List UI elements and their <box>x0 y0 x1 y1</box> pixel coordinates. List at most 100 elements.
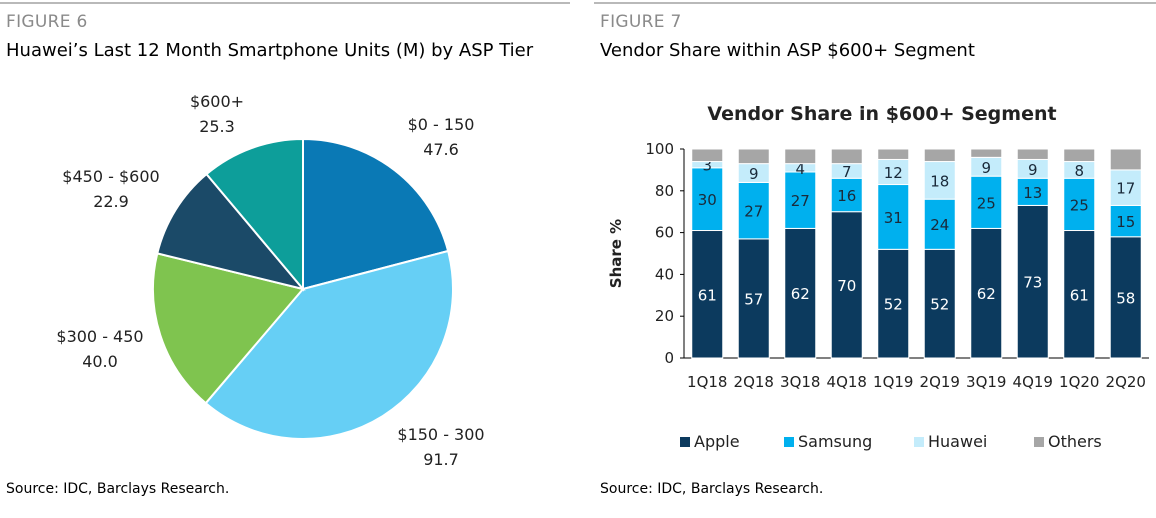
bar-data-label: 61 <box>698 286 717 304</box>
y-tick-label: 60 <box>655 224 674 242</box>
legend-swatch <box>784 437 794 447</box>
pie-slice <box>156 172 306 291</box>
x-tick-label: 2Q18 <box>734 373 774 391</box>
x-tick-label: 2Q19 <box>920 373 960 391</box>
bar-segment-apple <box>691 230 724 359</box>
x-tick-label: 4Q18 <box>827 373 867 391</box>
bar-segment-others <box>1109 148 1142 171</box>
x-tick-label: 1Q18 <box>687 373 727 391</box>
x-tick-label: 3Q19 <box>966 373 1006 391</box>
bar-data-label: 9 <box>981 159 991 177</box>
bar-data-label: 7 <box>842 163 852 181</box>
figure-7-panel: FIGURE 7 Vendor Share within ASP $600+ S… <box>594 0 1156 518</box>
figure-title: Vendor Share within ASP $600+ Segment <box>600 40 975 61</box>
legend-label: Others <box>1048 432 1102 451</box>
bar-segment-others <box>1016 148 1049 160</box>
bar-segment-others <box>877 148 910 160</box>
stacked-bar-chart: Vendor Share in $600+ Segment Share % 0 20 4… <box>607 103 1149 451</box>
bar-data-label: 27 <box>744 203 763 221</box>
bar-segment-apple <box>1016 204 1049 359</box>
bar-data-label: 16 <box>837 187 856 205</box>
bar-segment-others <box>1063 148 1096 163</box>
y-tick-label: 40 <box>655 265 674 283</box>
pie-slice-value: 91.7 <box>423 450 459 469</box>
bar-data-label: 27 <box>791 192 810 210</box>
bar-segment-apple <box>784 227 817 359</box>
bar-data-label: 15 <box>1116 213 1135 231</box>
bar-segment-others <box>691 148 724 163</box>
bar-data-label: 25 <box>1070 196 1089 214</box>
bar-data-label: 62 <box>791 285 810 303</box>
pie-slice-value: 40.0 <box>82 352 118 371</box>
bar-data-label: 12 <box>884 164 903 182</box>
figure-label: FIGURE 6 <box>6 12 88 32</box>
pie-slice-label: $450 - $600 <box>62 167 159 186</box>
bar-segment-samsung <box>1016 177 1049 206</box>
x-tick-label: 2Q20 <box>1106 373 1146 391</box>
figure-label: FIGURE 7 <box>600 12 682 32</box>
bar-segment-apple <box>1063 230 1096 359</box>
x-tick-label: 4Q19 <box>1013 373 1053 391</box>
bar-segment-apple <box>877 248 910 359</box>
bar-segment-others <box>970 148 1003 158</box>
pie-slice-label: $600+ <box>190 92 244 111</box>
pie-slice-label: $0 - 150 <box>408 115 475 134</box>
bar-segment-others <box>784 148 817 165</box>
bar-data-label: 25 <box>977 194 996 212</box>
legend-label: Samsung <box>798 432 872 451</box>
x-tick-label: 1Q19 <box>873 373 913 391</box>
pie-slice <box>152 252 305 405</box>
pie-slice-label: $300 - 450 <box>56 327 143 346</box>
x-tick-label: 3Q18 <box>780 373 820 391</box>
bar-segment-samsung <box>923 198 956 250</box>
top-rule <box>0 2 570 4</box>
bar-data-label: 52 <box>884 296 903 314</box>
chart-title: Vendor Share in $600+ Segment <box>707 103 1056 125</box>
bar-segment-others <box>830 148 863 165</box>
bar-data-label: 3 <box>702 157 712 175</box>
pie-slice <box>204 249 454 440</box>
legend-swatch <box>914 437 924 447</box>
bar-data-label: 13 <box>1023 184 1042 202</box>
bar-data-label: 9 <box>1028 161 1038 179</box>
bar-data-label: 17 <box>1116 180 1135 198</box>
bar-segment-apple <box>1109 236 1142 359</box>
bar-data-label: 70 <box>837 277 856 295</box>
pie-slice-label: $150 - 300 <box>397 425 484 444</box>
bar-data-label: 18 <box>930 172 949 190</box>
pie-slice <box>205 137 304 292</box>
top-rule <box>594 2 1156 4</box>
bar-data-label: 24 <box>930 216 949 234</box>
bar-segment-apple <box>830 211 863 359</box>
y-tick-label: 20 <box>655 307 674 325</box>
bar-segment-samsung <box>877 184 910 250</box>
figure-title: Huawei’s Last 12 Month Smartphone Units … <box>6 40 534 61</box>
pie-chart: $0 - 150 47.6 $150 - 300 91.7 $300 - 450 40.0… <box>56 92 484 469</box>
bar-data-label: 8 <box>1074 162 1084 180</box>
source-note: Source: IDC, Barclays Research. <box>600 481 824 497</box>
bar-data-label: 62 <box>977 285 996 303</box>
x-tick-label: 1Q20 <box>1059 373 1099 391</box>
bar-segment-others <box>737 148 770 165</box>
y-axis-title: Share % <box>607 219 625 288</box>
bar-segment-apple <box>923 248 956 359</box>
bar-data-label: 31 <box>884 209 903 227</box>
bar-segment-apple <box>737 238 770 359</box>
legend-label: Huawei <box>928 432 987 451</box>
y-tick-label: 0 <box>664 349 674 367</box>
pie-slice-value: 22.9 <box>93 192 129 211</box>
bar-data-label: 4 <box>795 160 805 178</box>
legend-label: Apple <box>694 432 740 451</box>
bar-data-label: 73 <box>1023 274 1042 292</box>
legend-swatch <box>680 437 690 447</box>
source-note: Source: IDC, Barclays Research. <box>6 481 230 497</box>
bar-data-label: 61 <box>1070 286 1089 304</box>
bar-data-label: 9 <box>749 165 759 183</box>
figure-6-panel: FIGURE 6 Huawei’s Last 12 Month Smartpho… <box>0 0 570 518</box>
legend-swatch <box>1034 437 1044 447</box>
bar-segment-samsung <box>970 175 1003 229</box>
bar-segment-huawei <box>923 161 956 200</box>
bar-data-label: 30 <box>698 191 717 209</box>
bar-segment-samsung <box>691 167 724 232</box>
pie-slice-value: 47.6 <box>423 140 459 159</box>
